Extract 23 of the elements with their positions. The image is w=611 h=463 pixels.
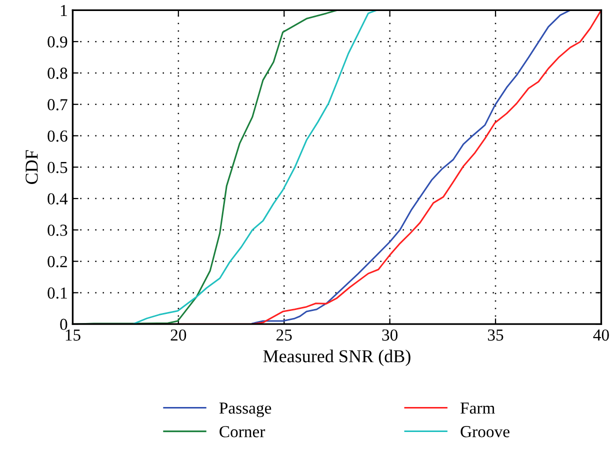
y-tick-label: 0.5	[48, 162, 68, 174]
y-tick-label: 0.8	[48, 68, 68, 79]
x-tick-label: 15	[66, 330, 80, 341]
y-tick-label: 0	[60, 318, 68, 330]
y-tick-label: 0.1	[48, 287, 67, 299]
y-tick-label: 0.2	[48, 256, 67, 268]
y-tick-label: 1	[60, 4, 67, 16]
legend-label: Farm	[460, 402, 495, 414]
y-axis-title: CDF	[26, 150, 38, 184]
x-tick-label: 20	[170, 329, 186, 341]
x-tick-label: 40	[593, 329, 609, 341]
y-tick-label: 0.6	[48, 130, 68, 142]
x-tick-label: 25	[276, 329, 292, 341]
x-axis-title: Measured SNR (dB)	[263, 350, 410, 366]
y-tick-label: 0.4	[48, 193, 68, 205]
x-tick-label: 30	[382, 329, 398, 341]
y-tick-label: 0.9	[48, 36, 68, 48]
x-tick-label: 35	[488, 329, 504, 341]
legend-label: Passage	[219, 402, 272, 418]
legend-label: Corner	[220, 426, 266, 438]
y-tick-label: 0.7	[48, 99, 68, 110]
y-tick-label: 0.3	[48, 224, 68, 236]
legend-label: Groove	[460, 426, 510, 438]
